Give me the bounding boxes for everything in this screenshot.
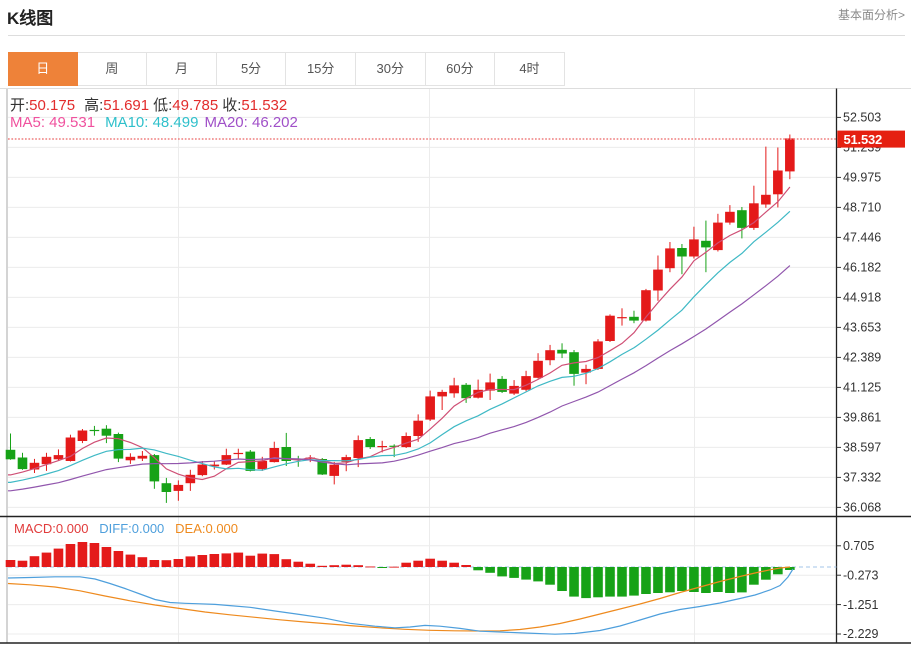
svg-text:49.975: 49.975 [843, 171, 881, 185]
svg-text:38.597: 38.597 [843, 441, 881, 455]
svg-text:39.861: 39.861 [843, 411, 881, 425]
svg-text:-0.273: -0.273 [843, 568, 878, 582]
svg-text:52.503: 52.503 [843, 111, 881, 125]
svg-text:37.332: 37.332 [843, 471, 881, 485]
svg-text:41.125: 41.125 [843, 381, 881, 395]
svg-text:51.532: 51.532 [844, 132, 883, 147]
svg-text:36.068: 36.068 [843, 501, 881, 515]
svg-text:47.446: 47.446 [843, 231, 881, 245]
svg-text:42.389: 42.389 [843, 351, 881, 365]
svg-text:46.182: 46.182 [843, 261, 881, 275]
svg-text:44.918: 44.918 [843, 291, 881, 305]
svg-text:-1.251: -1.251 [843, 598, 878, 612]
svg-text:48.710: 48.710 [843, 201, 881, 215]
svg-text:0.705: 0.705 [843, 539, 874, 553]
svg-text:43.653: 43.653 [843, 321, 881, 335]
svg-text:-2.229: -2.229 [843, 627, 878, 641]
